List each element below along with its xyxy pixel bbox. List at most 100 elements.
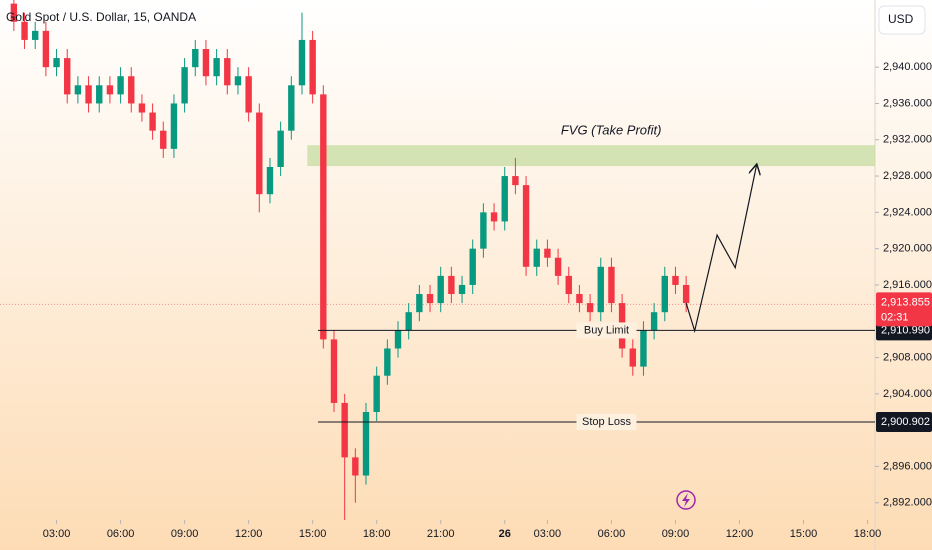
candle-body bbox=[202, 49, 210, 77]
candle-body bbox=[661, 275, 668, 313]
candle-body bbox=[106, 85, 114, 95]
candle-body bbox=[448, 275, 455, 295]
candle-body bbox=[458, 284, 466, 295]
y-tick-label: 2,932.000 bbox=[883, 134, 932, 146]
y-tick-label: 2,892.000 bbox=[883, 497, 932, 509]
y-tick-label: 2,924.000 bbox=[883, 206, 932, 218]
candle-body bbox=[309, 39, 316, 95]
x-tick-label: 12:00 bbox=[726, 528, 754, 540]
x-tick-label: 03:00 bbox=[43, 528, 71, 540]
x-tick-label: 15:00 bbox=[790, 528, 818, 540]
candle-body bbox=[256, 112, 263, 195]
y-tick-label: 2,928.000 bbox=[883, 170, 932, 182]
candle-body bbox=[277, 130, 284, 167]
candle-body bbox=[682, 284, 690, 304]
candle-body bbox=[149, 112, 156, 131]
y-tick-label: 2,904.000 bbox=[883, 388, 932, 400]
x-tick-label: 09:00 bbox=[171, 528, 199, 540]
candle-body bbox=[330, 339, 338, 403]
candle-body bbox=[576, 294, 583, 304]
candle-body bbox=[544, 248, 551, 258]
candle-body bbox=[469, 248, 476, 285]
candle-body bbox=[128, 76, 135, 104]
candle-body bbox=[298, 39, 306, 86]
candle-body bbox=[10, 3, 18, 22]
candle-body bbox=[533, 248, 540, 267]
candle-body bbox=[288, 85, 295, 131]
x-tick-label: 03:00 bbox=[534, 528, 562, 540]
price-tag-label: 2,910.990 bbox=[881, 324, 930, 336]
x-tick-label: 26 bbox=[499, 528, 511, 540]
x-tick-label: 21:00 bbox=[427, 528, 455, 540]
last-price-tag bbox=[876, 292, 932, 327]
fvg-zone bbox=[307, 145, 875, 167]
candle-body bbox=[650, 312, 658, 331]
candle-body bbox=[42, 30, 50, 68]
candle-body bbox=[245, 76, 252, 113]
currency-button[interactable] bbox=[878, 5, 926, 35]
level-label-bg bbox=[576, 413, 637, 430]
candle-body bbox=[565, 275, 572, 295]
candle-body bbox=[490, 212, 498, 222]
projection-path bbox=[685, 165, 756, 334]
candle-body bbox=[341, 402, 348, 458]
candle-body bbox=[96, 85, 103, 104]
fvg-label: FVG (Take Profit) bbox=[561, 123, 662, 138]
candle-body bbox=[405, 312, 412, 331]
candle-body bbox=[608, 266, 615, 304]
candle-body bbox=[426, 294, 434, 304]
candle-body bbox=[373, 375, 380, 413]
countdown-label: 02:31 bbox=[881, 311, 909, 323]
level-label: Stop Loss bbox=[582, 416, 631, 428]
candle-body bbox=[117, 76, 124, 95]
candle-body bbox=[320, 94, 327, 340]
candle-body bbox=[234, 76, 242, 86]
candle-body bbox=[138, 103, 146, 113]
candle-body bbox=[21, 21, 28, 40]
candle-body bbox=[74, 85, 82, 95]
candle-body bbox=[53, 58, 60, 68]
y-tick-label: 2,908.000 bbox=[883, 351, 932, 363]
candle-body bbox=[501, 176, 508, 222]
candle-body bbox=[224, 58, 231, 86]
candle-body bbox=[64, 58, 71, 95]
y-tick-label: 2,896.000 bbox=[883, 460, 932, 472]
candle-body bbox=[437, 275, 444, 304]
candle-body bbox=[192, 49, 199, 68]
x-tick-label: 12:00 bbox=[235, 528, 263, 540]
candle-body bbox=[640, 330, 647, 367]
x-tick-label: 18:00 bbox=[854, 528, 882, 540]
currency-label: USD bbox=[888, 12, 914, 26]
y-tick-label: 2,940.000 bbox=[883, 61, 932, 73]
candle-body bbox=[170, 103, 178, 149]
level-label: Buy Limit bbox=[584, 324, 629, 336]
y-tick-label: 2,936.000 bbox=[883, 97, 932, 109]
x-tick-label: 06:00 bbox=[107, 528, 135, 540]
candle-body bbox=[32, 30, 39, 40]
candle-body bbox=[480, 212, 487, 249]
y-tick-label: 2,916.000 bbox=[883, 279, 932, 291]
candle-body bbox=[181, 67, 188, 104]
x-tick-label: 09:00 bbox=[662, 528, 690, 540]
last-price-label: 2,913.855 bbox=[881, 296, 930, 308]
candle-body bbox=[416, 294, 423, 313]
x-tick-label: 15:00 bbox=[299, 528, 327, 540]
y-tick-label: 2,920.000 bbox=[883, 243, 932, 255]
price-tag bbox=[876, 411, 932, 432]
candle-body bbox=[522, 185, 530, 267]
candle-body bbox=[85, 85, 92, 104]
candle-body bbox=[160, 130, 167, 149]
candle-body bbox=[629, 348, 636, 367]
chart-title: Gold Spot / U.S. Dollar, 15, OANDA bbox=[6, 10, 196, 24]
price-tag-label: 2,900.902 bbox=[881, 416, 930, 428]
candle-body bbox=[586, 303, 594, 313]
x-tick-label: 06:00 bbox=[598, 528, 626, 540]
candle-body bbox=[266, 166, 274, 195]
candle-body bbox=[362, 412, 370, 476]
event-icon bbox=[676, 490, 696, 510]
candle-body bbox=[672, 275, 679, 285]
candle-body bbox=[352, 457, 359, 476]
candle-body bbox=[554, 257, 562, 276]
